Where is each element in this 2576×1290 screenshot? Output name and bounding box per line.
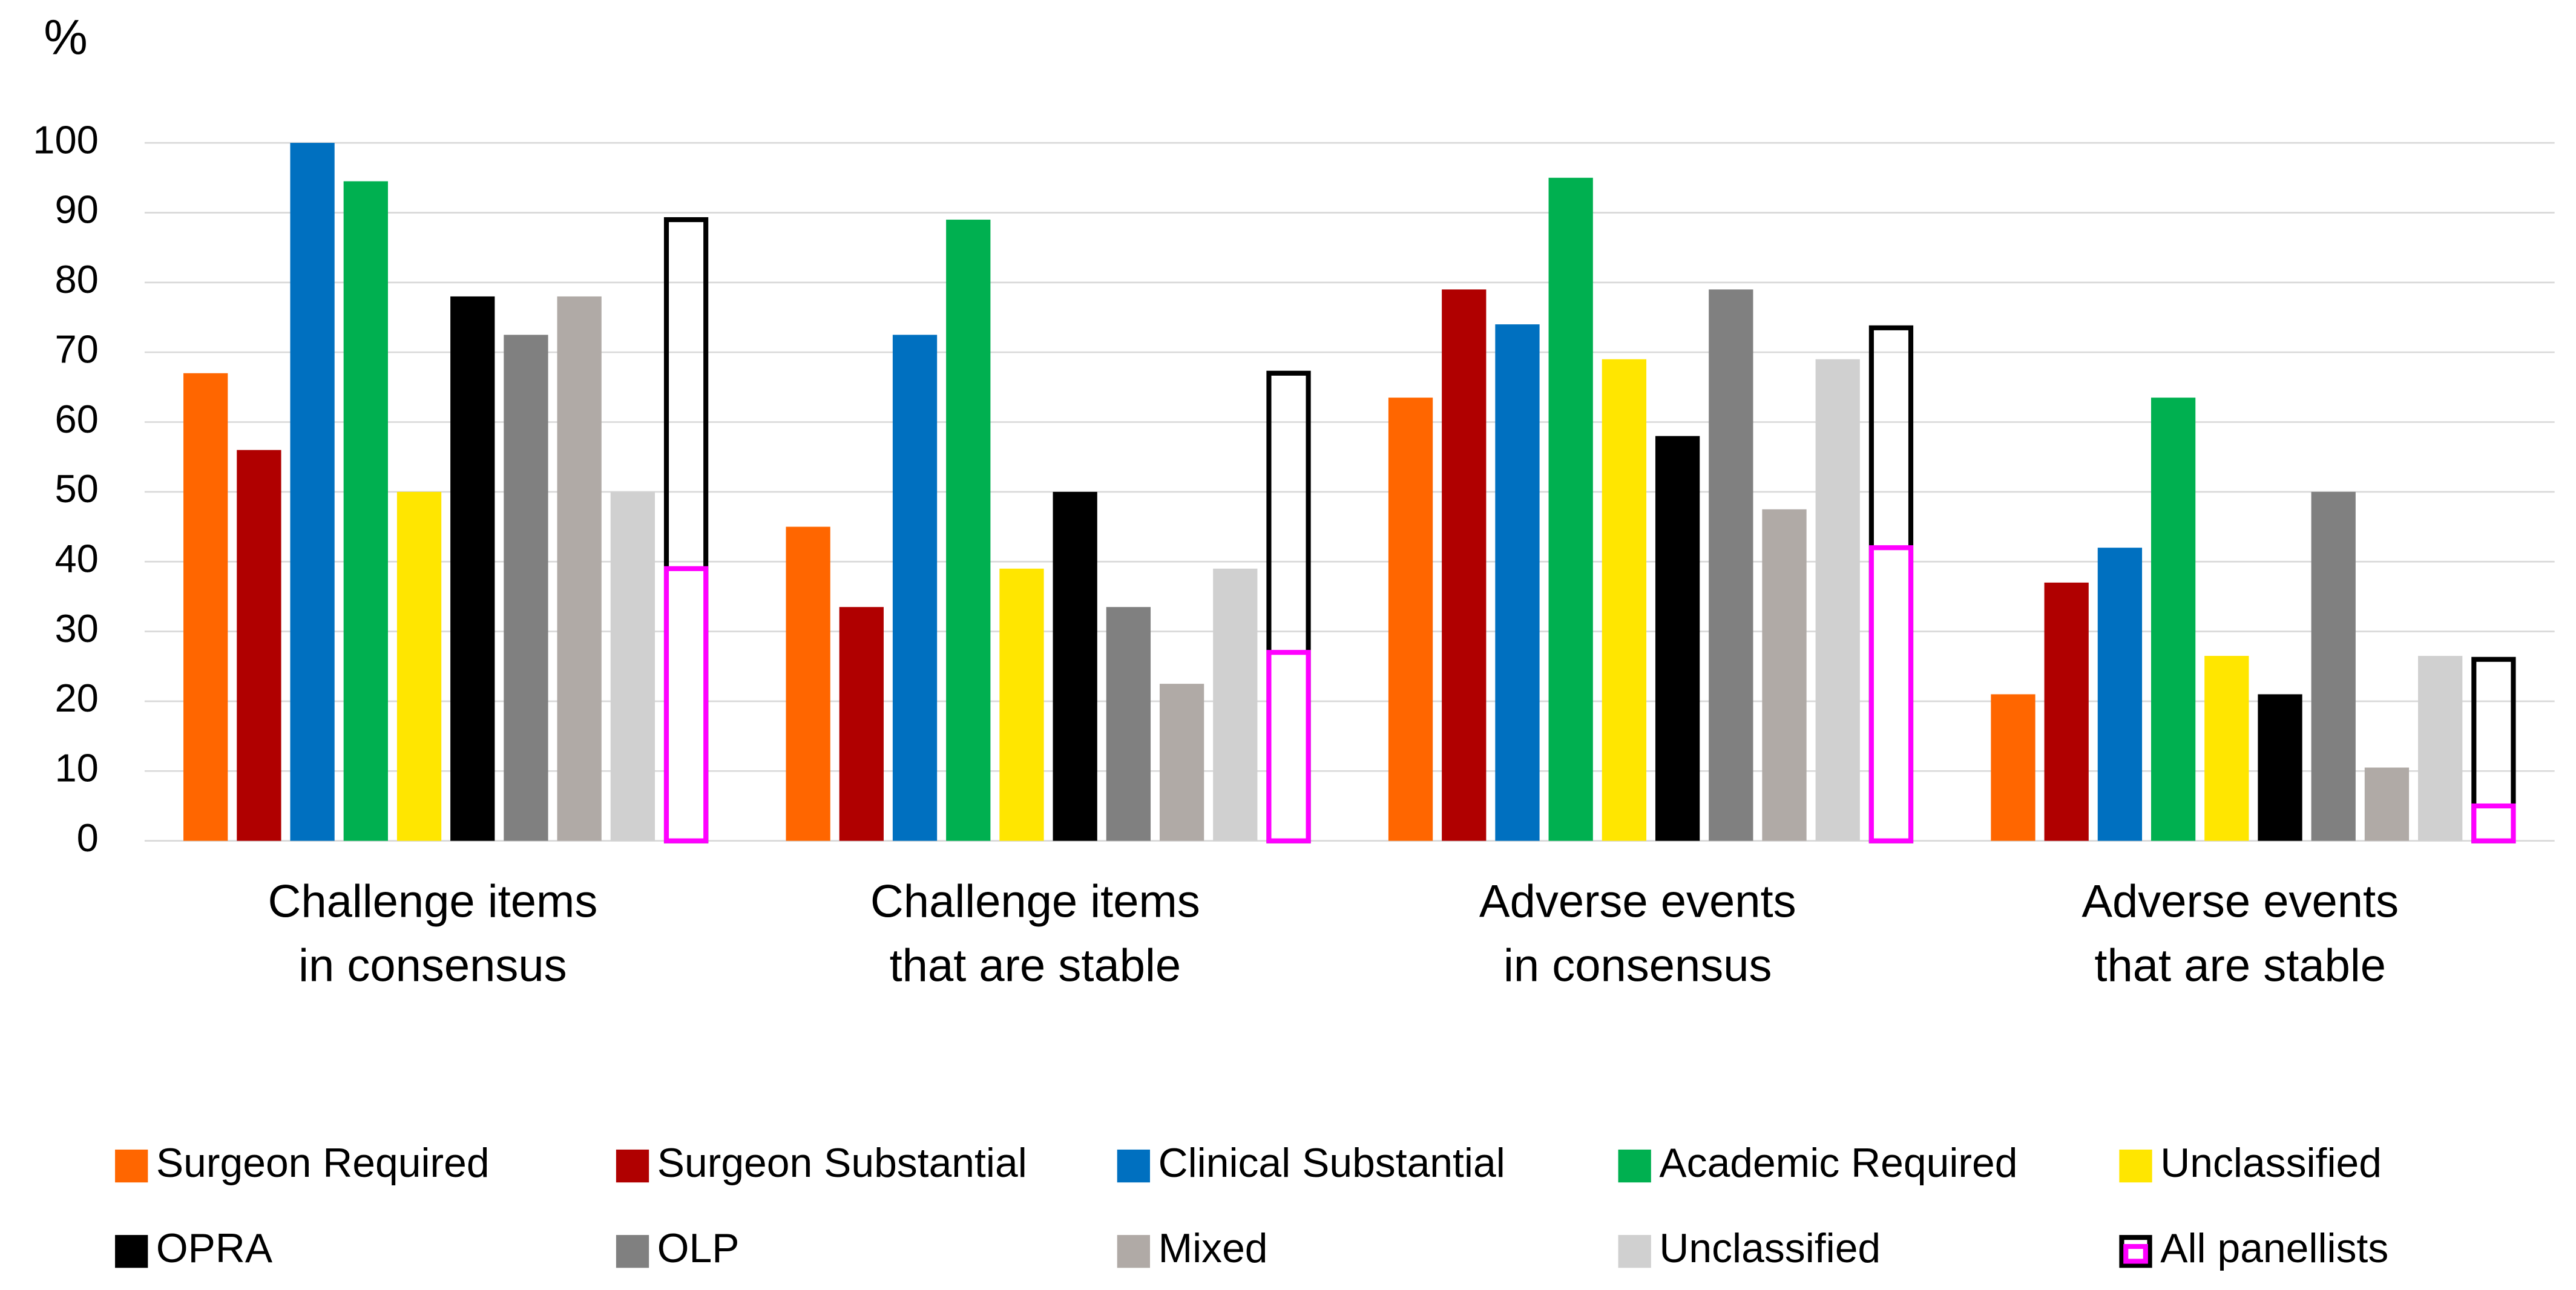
y-tick-label: 80 <box>54 257 98 301</box>
bar-inner <box>2471 803 2516 843</box>
bar <box>2150 398 2196 841</box>
legend-label: Surgeon Substantial <box>657 1141 1027 1186</box>
legend-label: Mixed <box>1158 1226 1268 1271</box>
bar <box>237 450 281 841</box>
bar <box>1388 398 1433 841</box>
legend-swatch <box>115 1149 148 1183</box>
bar <box>2418 655 2463 841</box>
y-tick-label: 100 <box>33 117 99 162</box>
y-tick-label: 20 <box>54 676 98 720</box>
bar <box>450 296 495 841</box>
bar-inner <box>1868 545 1914 843</box>
bar <box>1709 289 1753 841</box>
x-tick-label: Challenge items <box>268 876 598 928</box>
legend-swatch <box>616 1235 649 1268</box>
x-tick-label: that are stable <box>890 940 1181 991</box>
x-tick-label: Challenge items <box>870 876 1200 928</box>
y-tick-label: 40 <box>54 536 98 580</box>
bar <box>946 220 991 841</box>
legend-label: OLP <box>657 1226 740 1271</box>
bar <box>557 296 602 841</box>
legend-swatch <box>1618 1235 1651 1268</box>
bar <box>1762 509 1807 841</box>
y-tick-label: 90 <box>54 188 98 232</box>
legend-swatch <box>115 1235 148 1268</box>
y-axis-label: % <box>44 10 87 65</box>
bar <box>1159 684 1204 841</box>
legend-swatch <box>2119 1149 2152 1183</box>
bar <box>1655 436 1700 841</box>
bar <box>2258 694 2302 841</box>
bar <box>892 335 938 841</box>
legend-swatch <box>1117 1149 1151 1183</box>
x-tick-label: Adverse events <box>1479 876 1796 928</box>
x-tick-label: in consensus <box>298 940 567 991</box>
bar <box>999 568 1044 841</box>
legend-label: Clinical Substantial <box>1158 1141 1505 1186</box>
bar-inner <box>663 566 709 843</box>
bar <box>610 491 656 841</box>
bar-inner <box>1266 650 1311 843</box>
bar <box>1495 324 1540 841</box>
y-tick-label: 0 <box>77 816 99 860</box>
bar <box>1602 359 1647 841</box>
bar <box>2097 548 2143 841</box>
legend-label: Unclassified <box>1659 1226 1881 1271</box>
bar <box>1053 491 1097 841</box>
y-tick-label: 70 <box>54 327 98 371</box>
bar <box>2044 582 2089 841</box>
bar <box>2311 491 2356 841</box>
bar <box>839 607 884 841</box>
x-tick-label: in consensus <box>1503 940 1772 991</box>
bar <box>1442 289 1487 841</box>
legend-swatch <box>1618 1149 1651 1183</box>
legend-label: Unclassified <box>2160 1141 2382 1186</box>
legend-label: Academic Required <box>1659 1141 2017 1186</box>
bar <box>183 373 228 841</box>
y-tick-label: 60 <box>54 397 98 441</box>
bar <box>290 143 335 841</box>
bar <box>1106 607 1151 841</box>
bar <box>1548 177 1593 841</box>
x-tick-label: that are stable <box>2094 940 2386 991</box>
legend-label: OPRA <box>156 1226 273 1271</box>
bar <box>343 181 388 841</box>
x-tick-label: Adverse events <box>2082 876 2399 928</box>
bar <box>2204 655 2249 841</box>
legend-swatch <box>616 1149 649 1183</box>
y-tick-label: 50 <box>54 467 98 511</box>
legend-swatch <box>1117 1235 1151 1268</box>
bar <box>2364 767 2410 841</box>
bar <box>1991 694 2036 841</box>
bar <box>1815 359 1860 841</box>
bar <box>504 335 548 841</box>
legend-swatch-inner <box>2123 1244 2148 1264</box>
bar <box>1213 568 1258 841</box>
legend-label: All panellists <box>2160 1226 2388 1271</box>
bar <box>396 491 442 841</box>
legend-label: Surgeon Required <box>156 1141 490 1186</box>
y-tick-label: 30 <box>54 606 98 650</box>
y-tick-label: 10 <box>54 746 98 790</box>
bar <box>786 526 830 841</box>
